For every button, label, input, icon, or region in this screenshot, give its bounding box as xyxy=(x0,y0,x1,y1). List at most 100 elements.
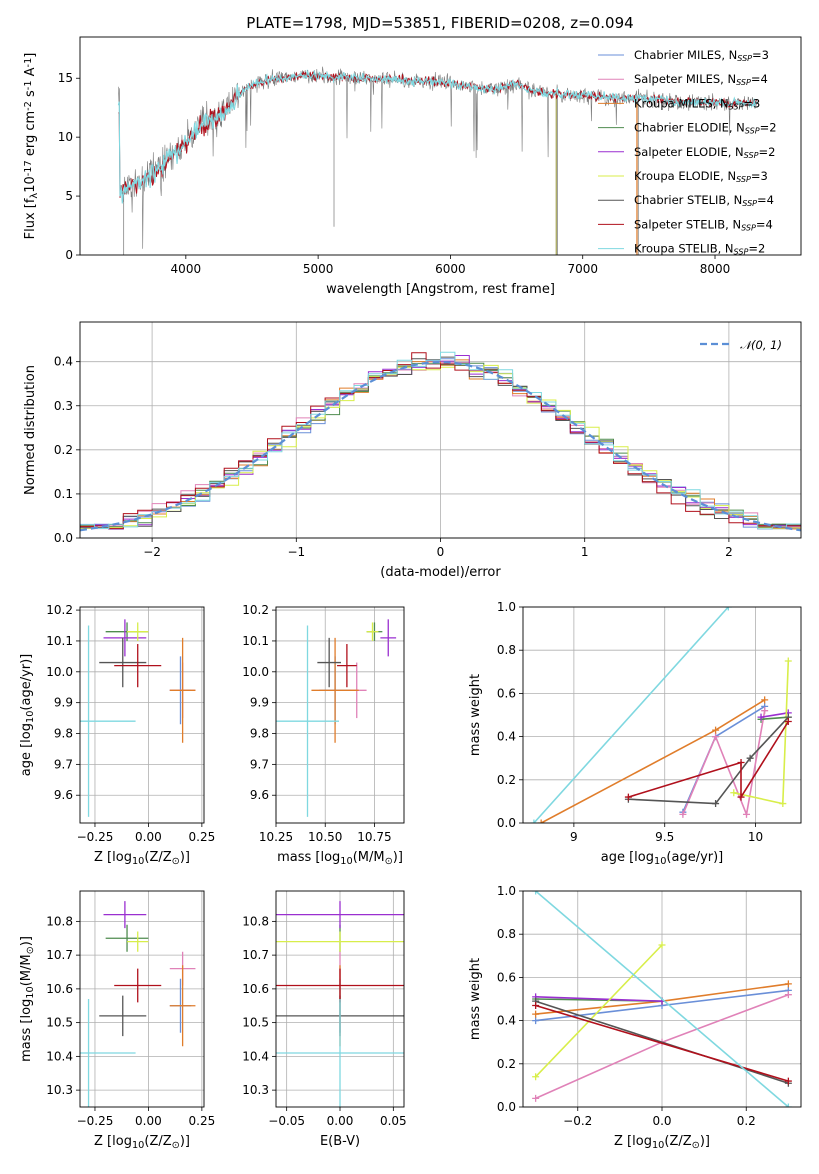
panel-mass-z: −0.25 0.00 0.25 10.3 10.4 10.5 10.6 10.7 10.8 Z [… xyxy=(19,890,215,1151)
label-part: (Z/Z xyxy=(144,1134,171,1149)
x-tick-label: −0.25 xyxy=(77,830,114,844)
x-tick-label: 0.05 xyxy=(380,1114,407,1128)
label-part: wavelength [Angstrom, rest frame] xyxy=(326,282,555,297)
panel-weight-z: −0.2 0.0 0.2 0.0 0.2 0.4 0.6 0.8 1.0 Z [log10(Z/Z… xyxy=(468,884,802,1151)
x-tick-label: −2 xyxy=(143,545,161,559)
y-axis-label: Normed distribution xyxy=(23,365,38,495)
weight-line xyxy=(682,710,766,818)
legend-entry: Kroupa ELODIE, NSSP=3 xyxy=(634,169,768,184)
y-tick-label: 9.7 xyxy=(250,757,269,771)
error-cross xyxy=(103,901,147,929)
legend-value: =4 xyxy=(756,217,773,231)
x-tick-label: 6000 xyxy=(435,262,466,276)
label-part: 10 xyxy=(652,1140,664,1151)
x-tick-label: 5000 xyxy=(303,262,334,276)
x-axis-label: Z [log10(Z/Z⊙)] xyxy=(94,1134,190,1151)
error-cross xyxy=(366,622,379,641)
error-cross xyxy=(80,999,136,1107)
y-tick-label: 9.7 xyxy=(54,757,73,771)
error-cross xyxy=(103,619,147,657)
weight-marker xyxy=(530,819,538,823)
plot-area-age-z xyxy=(80,619,196,817)
weight-marker xyxy=(761,707,769,715)
weight-marker xyxy=(658,941,666,949)
y-tick-label: 10.5 xyxy=(242,1016,269,1030)
y-tick-label: 0.2 xyxy=(54,443,73,457)
x-tick-label: 0 xyxy=(437,545,445,559)
weight-marker xyxy=(532,1010,540,1018)
error-cross xyxy=(276,931,404,952)
x-tick-label: 9.5 xyxy=(655,830,674,844)
label-part: 10 xyxy=(132,856,144,867)
legend-name: Chabrier MILES, N xyxy=(634,48,737,62)
label-part: (M/M xyxy=(353,850,385,865)
y-tick-label: 0.4 xyxy=(497,1014,516,1028)
label-part: )] xyxy=(180,1134,190,1149)
y-tick-label: 0.6 xyxy=(497,686,516,700)
plot-area-weight-z xyxy=(532,891,792,1107)
x-tick-label: 8000 xyxy=(700,262,731,276)
x-tick-label: 10 xyxy=(748,830,763,844)
weight-marker xyxy=(784,1077,792,1085)
x-tick-label: −0.2 xyxy=(563,1114,592,1128)
label-part: )] xyxy=(393,850,403,865)
label-part: (M/M xyxy=(19,954,34,986)
y-tick-label: 10.1 xyxy=(46,634,73,648)
panel-spectrum: 4000 5000 6000 7000 8000 0 5 10 15 wavelength [An… xyxy=(23,36,802,297)
label-part: mass weight xyxy=(468,674,483,756)
label-part: Normed distribution xyxy=(23,365,38,495)
panel-age-mass: 10.25 10.50 10.75 9.6 9.7 9.8 9.9 10.0 10.1 10.2 m… xyxy=(242,603,405,867)
plot-area-weight-age xyxy=(530,607,792,823)
y-tick-label: 10.7 xyxy=(242,948,269,962)
label-part: E(B-V) xyxy=(320,1134,360,1149)
y-tick-label: 10.5 xyxy=(46,1016,73,1030)
y-axis-label: mass weight xyxy=(468,674,483,756)
y-tick-label: 0.0 xyxy=(54,531,73,545)
x-axis-label: mass [log10(M/M⊙)] xyxy=(277,850,403,867)
legend-value: =4 xyxy=(757,193,774,207)
residual-histogram xyxy=(80,351,801,530)
label-part: (Z/Z xyxy=(144,850,171,865)
y-tick-label: 5 xyxy=(65,189,73,203)
weight-line xyxy=(535,891,789,1107)
y-tick-label: 10.6 xyxy=(242,982,269,996)
weight-line xyxy=(760,712,789,718)
axes-frame xyxy=(275,606,405,824)
y-tick-label: 10.0 xyxy=(242,665,269,679)
legend-name: Kroupa STELIB, N xyxy=(634,242,734,256)
y-axis-label: mass weight xyxy=(468,958,483,1040)
legend-sub: SSP xyxy=(742,199,757,208)
legend-sub: SSP xyxy=(729,102,744,111)
y-tick-label: 0.3 xyxy=(54,399,73,413)
y-tick-label: 0.6 xyxy=(497,970,516,984)
x-tick-label: −1 xyxy=(287,545,305,559)
weight-marker xyxy=(624,793,632,801)
x-tick-label: 0.2 xyxy=(737,1114,756,1128)
y-tick-label: 10.1 xyxy=(242,634,269,648)
y-tick-label: 0.4 xyxy=(54,355,73,369)
y-tick-label: 10.4 xyxy=(242,1049,269,1063)
y-axis-label: mass [log10(M/M⊙)] xyxy=(19,936,36,1062)
legend-sub: SSP xyxy=(741,223,756,232)
weight-marker xyxy=(742,810,750,818)
y-tick-label: 10.8 xyxy=(46,914,73,928)
legend-sub: SSP xyxy=(745,127,760,136)
x-tick-label: 7000 xyxy=(567,262,598,276)
error-cross xyxy=(105,924,149,952)
weight-line xyxy=(535,1000,789,1084)
weight-marker xyxy=(532,1094,540,1102)
weight-line xyxy=(535,996,663,1002)
label-part: Z [log xyxy=(614,1134,652,1149)
x-tick-label: 4000 xyxy=(171,262,202,276)
label-part: -17 xyxy=(23,160,34,176)
y-tick-label: 0.8 xyxy=(497,927,516,941)
weight-marker xyxy=(784,980,792,988)
x-tick-label: 1 xyxy=(581,545,589,559)
legend-entry: Salpeter ELODIE, NSSP=2 xyxy=(634,145,775,160)
legend-sub: SSP xyxy=(737,54,752,63)
label-part: Z [log xyxy=(94,850,132,865)
axes-frame xyxy=(79,606,205,824)
weight-line xyxy=(535,944,663,1078)
